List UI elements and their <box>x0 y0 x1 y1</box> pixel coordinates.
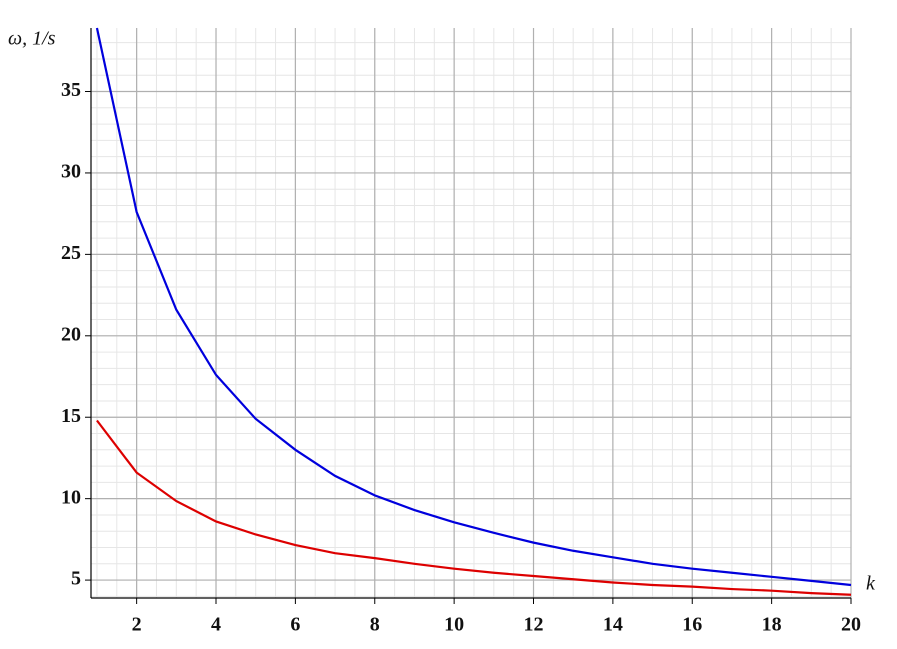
y-tick-label: 30 <box>61 161 81 183</box>
x-tick-label: 16 <box>682 614 702 636</box>
y-tick-label: 5 <box>71 568 81 590</box>
x-tick-label: 4 <box>211 614 221 636</box>
x-tick-label: 10 <box>444 614 464 636</box>
x-tick-label: 14 <box>603 614 623 636</box>
y-tick-label: 35 <box>61 79 81 101</box>
y-tick-label: 10 <box>61 486 81 508</box>
x-tick-label: 8 <box>370 614 380 636</box>
x-tick-label: 12 <box>524 614 544 636</box>
y-tick-label: 15 <box>61 405 81 427</box>
y-tick-label: 20 <box>61 323 81 345</box>
y-tick-label: 25 <box>61 242 81 264</box>
x-axis-label: k <box>866 573 876 595</box>
x-tick-label: 2 <box>132 614 142 636</box>
y-axis-label: ω, 1/s <box>8 28 56 50</box>
data-line <box>96 419 852 596</box>
data-line <box>95 27 852 587</box>
x-tick-label: 18 <box>762 614 782 636</box>
x-tick-label: 20 <box>841 614 861 636</box>
x-tick-label: 6 <box>290 614 300 636</box>
